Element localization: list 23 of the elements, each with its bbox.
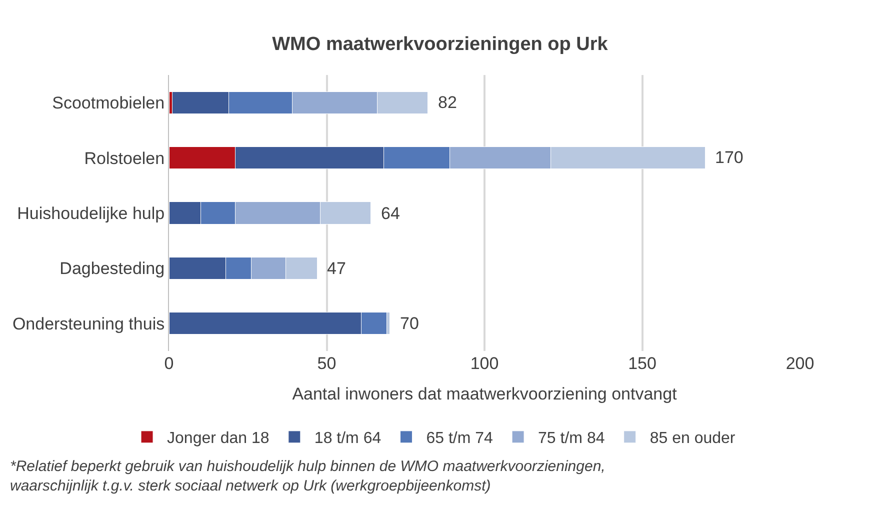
- total-label: 82: [438, 93, 457, 112]
- total-label: 70: [400, 314, 419, 333]
- legend-label: 18 t/m 64: [314, 430, 382, 448]
- x-axis-title: Aantal inwoners dat maatwerkvoorziening ontvangt: [292, 384, 678, 404]
- x-tick-label: 150: [628, 354, 656, 373]
- y-tick-label: Scootmobielen: [52, 94, 165, 113]
- x-tick-label: 200: [786, 354, 814, 373]
- legend-label: Jonger dan 18: [167, 430, 270, 448]
- x-tick-label: 0: [164, 354, 174, 373]
- y-tick-label: Dagbesteding: [60, 259, 165, 278]
- total-label: 47: [327, 259, 346, 278]
- legend-label: 75 t/m 84: [538, 430, 605, 448]
- legend-label: 85 en ouder: [650, 430, 736, 448]
- total-label: 170: [715, 148, 744, 167]
- y-tick-label: Ondersteuning thuis: [12, 314, 165, 334]
- x-tick-label: 50: [317, 354, 336, 373]
- text: *Relatief beperkt gebruik van huishoudelijk hulp binnen de WMO maatwerkvoorzieningen, waarschijnlijk t.g.v. sterk sociaal netwerk op Urk (werkgroepbijeenkomst): [10, 458, 606, 494]
- x-tick-label: 100: [470, 354, 499, 373]
- legend-label: 65 t/m 74: [426, 430, 494, 448]
- total-label: 64: [381, 204, 400, 223]
- y-tick-label: Huishoudelijke hulp: [17, 204, 165, 223]
- y-tick-label: Rolstoelen: [84, 148, 165, 168]
- chart-title: WMO maatwerkvoorzieningen op Urk: [272, 34, 608, 55]
